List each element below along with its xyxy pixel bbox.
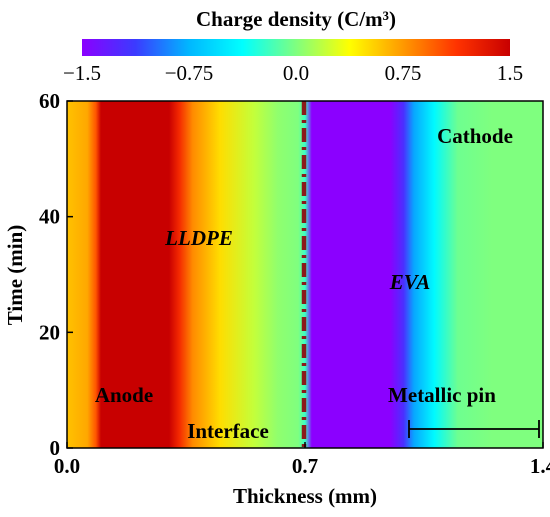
anode-label: Anode (95, 383, 153, 407)
x-axis-label: Thickness (mm) (233, 484, 377, 508)
metallic-pin-label: Metallic pin (388, 383, 496, 407)
x-tick-label: 0.7 (292, 454, 318, 478)
colorbar-tick-label: 0.75 (385, 61, 422, 85)
x-tick-label: 0.0 (54, 454, 80, 478)
x-tick-label: 1.4 (530, 454, 550, 478)
cathode-label: Cathode (437, 124, 513, 148)
y-axis-ticks: 0 20 40 60 (39, 89, 73, 460)
metallic-pin-bracket (408, 420, 540, 438)
colorbar-tick-label: −1.5 (63, 61, 101, 85)
colorbar-tick-label: 1.5 (497, 61, 523, 85)
y-tick-label: 40 (39, 205, 60, 229)
x-axis-ticks: 0.0 0.7 1.4 (54, 442, 550, 478)
lldpe-label: LLDPE (164, 226, 233, 250)
colorbar-tick-label: 0.0 (283, 61, 309, 85)
y-tick-label: 0 (50, 436, 61, 460)
colorbar (82, 39, 510, 56)
y-tick-label: 20 (39, 320, 60, 344)
colorbar-title: Charge density (C/m³) (196, 7, 396, 31)
eva-label: EVA (389, 270, 430, 294)
colorbar-ticks: −1.5 −0.75 0.0 0.75 1.5 (63, 61, 523, 85)
y-axis-label: Time (min) (3, 225, 27, 326)
y-tick-label: 60 (39, 89, 60, 113)
colorbar-tick-label: −0.75 (165, 61, 214, 85)
interface-label: Interface (187, 419, 269, 443)
